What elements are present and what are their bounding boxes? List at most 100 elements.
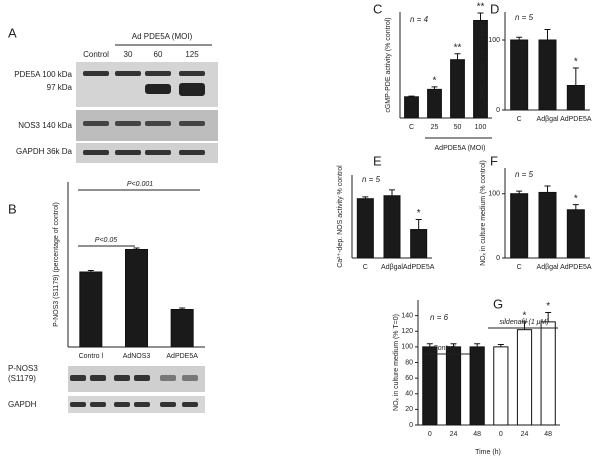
band xyxy=(115,121,141,126)
x-tick-label: 24 xyxy=(521,431,529,438)
bar xyxy=(170,309,194,348)
y-axis-label: NOₓ in culture medium (% control) xyxy=(480,160,487,266)
error-bar xyxy=(516,190,523,194)
band xyxy=(179,150,205,155)
n-label: n = 6 xyxy=(430,313,449,322)
band xyxy=(70,402,86,407)
band xyxy=(70,375,86,381)
x-tick-label: Contro l xyxy=(79,353,104,360)
x-tick-label: C xyxy=(517,264,522,271)
significance: * xyxy=(523,311,527,322)
error-bar xyxy=(426,343,433,347)
error-bar xyxy=(545,312,552,322)
bar xyxy=(469,346,485,426)
row-label: NOS3 140 kDa xyxy=(18,121,72,130)
y-axis-label: cGMP-PDE activity (% control) xyxy=(385,17,392,112)
bar xyxy=(125,249,148,348)
band xyxy=(134,402,150,407)
bar xyxy=(427,88,442,119)
y-axis-label: PKG activity (% control) xyxy=(480,24,487,98)
bar xyxy=(422,346,438,426)
annotation: Control xyxy=(433,345,456,352)
error-bar xyxy=(544,185,551,193)
x-tick-label: 0 xyxy=(428,431,432,438)
y-tick-label: 100 xyxy=(488,37,500,44)
band xyxy=(90,375,106,381)
error-bar xyxy=(572,67,579,86)
lane-label: 60 xyxy=(154,50,163,59)
bar xyxy=(445,346,462,426)
bar xyxy=(450,59,465,119)
panel-label: C xyxy=(373,1,382,16)
significance: * xyxy=(546,301,550,312)
error-bar xyxy=(497,344,504,347)
band xyxy=(115,150,141,155)
bar xyxy=(410,229,428,259)
band xyxy=(134,375,150,381)
bar xyxy=(540,321,556,426)
n-label: n = 4 xyxy=(410,15,429,24)
x-tick-label: AdPDE5A xyxy=(560,264,592,271)
y-tick-label: 100 xyxy=(401,344,413,351)
error-bar xyxy=(544,29,551,40)
row-label: GAPDH 36k Da xyxy=(16,147,73,156)
band xyxy=(179,71,205,76)
bar xyxy=(566,209,585,259)
y-tick-label: 100 xyxy=(488,191,500,198)
annotation: P<0.001 xyxy=(127,181,153,188)
error-bar xyxy=(179,307,186,310)
bar xyxy=(566,85,585,111)
x-tick-label: 48 xyxy=(544,431,552,438)
significance: ** xyxy=(477,2,485,13)
lane-label: 125 xyxy=(185,50,199,59)
bar xyxy=(383,195,401,259)
band xyxy=(83,150,109,155)
error-bar xyxy=(454,53,461,60)
y-tick-label: 80 xyxy=(405,359,413,366)
band xyxy=(145,84,171,94)
error-bar xyxy=(474,343,481,347)
x-tick-label: AdNOS3 xyxy=(123,353,151,360)
significance: * xyxy=(417,208,421,219)
x-axis-label: AdPDE5A (MOI) xyxy=(435,145,486,152)
bar xyxy=(404,96,419,119)
band xyxy=(182,402,198,407)
x-axis-label: Time (h) xyxy=(475,449,501,456)
error-bar xyxy=(415,218,422,230)
band xyxy=(145,121,171,126)
blot-header: Ad PDE5A (MOI) xyxy=(132,32,193,41)
x-tick-label: 24 xyxy=(450,431,458,438)
y-tick-label: 0 xyxy=(496,255,500,262)
y-tick-label: 20 xyxy=(405,406,413,413)
error-bar xyxy=(408,95,415,97)
annotation: P<0.05 xyxy=(95,237,117,244)
bar xyxy=(510,39,529,111)
n-label: n = 5 xyxy=(515,170,534,179)
error-bar xyxy=(389,189,395,196)
y-axis-label: NOₓ in culture medium (% T=0) xyxy=(393,314,400,411)
panel-label: F xyxy=(490,153,498,168)
band xyxy=(179,83,205,96)
error-bar xyxy=(87,270,94,272)
y-tick-label: 120 xyxy=(401,328,413,335)
bar xyxy=(516,329,533,426)
x-tick-label: 50 xyxy=(454,124,462,131)
bar xyxy=(538,191,557,259)
band xyxy=(182,375,198,381)
error-bar xyxy=(477,12,484,21)
band xyxy=(114,402,130,407)
row-label: 97 kDa xyxy=(47,83,73,92)
significance: * xyxy=(574,57,578,68)
error-bar xyxy=(362,196,369,199)
y-tick-label: 60 xyxy=(405,375,413,382)
band xyxy=(90,402,106,407)
y-tick-label: 140 xyxy=(401,312,413,319)
band xyxy=(83,71,109,76)
bar xyxy=(510,193,529,259)
n-label: n = 5 xyxy=(362,175,381,184)
y-tick-label: 0 xyxy=(496,107,500,114)
band xyxy=(179,121,205,126)
x-tick-label: AdPDE5A xyxy=(560,116,592,123)
panel-label: E xyxy=(373,153,382,168)
x-tick-label: 25 xyxy=(431,124,439,131)
